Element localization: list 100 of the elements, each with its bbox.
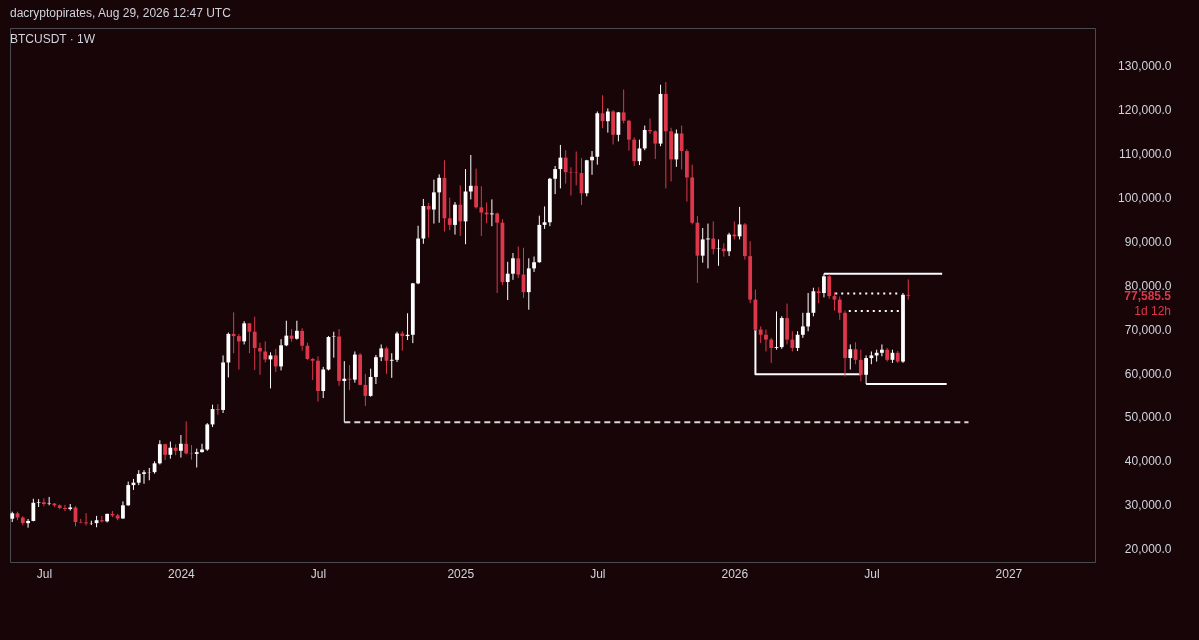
candlestick <box>858 349 863 382</box>
candlestick <box>474 168 478 210</box>
candlestick <box>447 197 452 231</box>
candlestick <box>700 227 705 264</box>
candlestick <box>616 111 621 142</box>
candlestick <box>263 340 268 363</box>
candlestick <box>569 166 573 196</box>
candlestick <box>727 232 731 257</box>
candlestick <box>489 198 494 227</box>
candlestick <box>368 368 373 398</box>
y-tick-label: 50,000.0 <box>1124 410 1172 425</box>
candlestick <box>611 109 616 145</box>
candlestick <box>785 303 789 345</box>
candlestick <box>294 320 299 341</box>
candlestick <box>363 373 368 407</box>
y-tick-label: 110,000.0 <box>1119 146 1172 161</box>
y-tick-label: 130,000.0 <box>1118 58 1172 73</box>
candlestick <box>26 518 30 529</box>
candlestick <box>157 439 162 465</box>
candlestick <box>321 366 326 399</box>
candlestick <box>495 212 500 294</box>
candlestick <box>479 185 484 237</box>
candlestick <box>653 129 658 160</box>
candlestick <box>737 206 742 240</box>
candlestick <box>764 329 768 352</box>
candlestick <box>279 338 283 371</box>
x-tick-label: 2025 <box>447 566 475 581</box>
candlestick <box>526 257 531 311</box>
candlestick <box>126 481 131 507</box>
candlestick <box>627 119 631 152</box>
x-tick-label: 2026 <box>721 566 749 581</box>
candlestick <box>906 278 911 301</box>
candlestick <box>837 296 842 321</box>
candlestick <box>590 150 594 176</box>
y-tick-label: 120,000.0 <box>1118 102 1172 117</box>
candlestick <box>142 469 146 485</box>
candlestick <box>711 220 716 255</box>
candlestick <box>458 184 463 237</box>
y-tick-label: 40,000.0 <box>1124 454 1172 469</box>
candlestick <box>679 125 684 171</box>
x-tick-label: Jul <box>310 566 327 581</box>
chart-subtitle: BTCUSDT · 1W <box>10 32 96 46</box>
candlestick <box>806 292 811 332</box>
candlestick <box>99 515 104 523</box>
x-tick-label: Jul <box>864 566 880 581</box>
candlestick <box>184 420 189 455</box>
candlestick <box>310 357 315 381</box>
candlestick <box>426 202 431 239</box>
candlestick <box>516 245 521 279</box>
y-tick-label: 90,000.0 <box>1124 234 1172 249</box>
candlestick <box>468 154 473 200</box>
candlestick <box>848 343 853 370</box>
candlestick <box>632 136 637 167</box>
candlestick <box>179 434 183 459</box>
candlestick <box>790 330 795 352</box>
candlestick <box>200 443 204 454</box>
candlestick <box>342 360 347 423</box>
candlestick <box>774 310 779 351</box>
candlestick <box>563 149 568 185</box>
candlestick <box>800 312 805 339</box>
candlestick <box>511 252 515 281</box>
candlestick <box>284 320 289 347</box>
candlestick <box>811 287 816 317</box>
candlestick <box>374 354 378 385</box>
candlestick <box>827 273 832 300</box>
candlestick <box>63 504 67 512</box>
candlestick <box>84 512 88 527</box>
candlestick <box>258 342 262 376</box>
candlestick <box>189 444 194 461</box>
chart-title: dacryptopirates, Aug 29, 2026 12:47 UTC <box>10 6 232 20</box>
candlestick <box>621 89 626 124</box>
candlestick <box>400 330 405 352</box>
candlestick <box>389 352 394 379</box>
x-tick-label: 2024 <box>168 566 196 581</box>
candlestick <box>642 125 647 151</box>
candlestick <box>237 333 241 370</box>
candlestick <box>242 320 247 345</box>
y-tick-label: 20,000.0 <box>1124 542 1172 557</box>
candlestick <box>542 205 547 230</box>
x-tick-label: Jul <box>36 566 53 581</box>
candlestick <box>252 316 257 371</box>
candlestick <box>505 261 510 301</box>
y-tick-label: 100,000.0 <box>1118 190 1172 205</box>
candlestick <box>347 364 352 391</box>
candlestick <box>215 403 220 416</box>
candlestick <box>437 173 442 224</box>
y-tick-label: 70,000.0 <box>1124 322 1172 337</box>
candlestick <box>41 497 46 507</box>
candlestick <box>194 448 199 469</box>
x-tick-label: 2027 <box>995 566 1023 581</box>
candlestick <box>532 256 536 273</box>
candlestick <box>273 348 278 373</box>
candlestick <box>832 291 837 312</box>
candlestick <box>605 107 610 134</box>
x-tick-label: Jul <box>590 566 606 581</box>
candlestick <box>432 179 436 225</box>
candlestick <box>769 337 774 364</box>
candlestick <box>880 343 884 357</box>
text: 1d 12h <box>1134 303 1171 318</box>
candlestick <box>231 311 236 354</box>
